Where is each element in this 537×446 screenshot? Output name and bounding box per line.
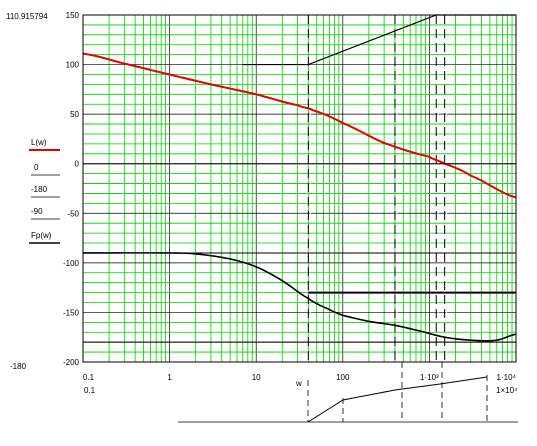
y-tick-label: 100	[66, 61, 80, 70]
x-tick-labels: 0.1 1 10 100 1·10³ 1·10⁴	[83, 373, 517, 382]
y-tick-label: -150	[63, 308, 80, 317]
legend-item-minus180: -180	[31, 185, 48, 194]
y-tick-label: -200	[63, 358, 80, 367]
grid-lines	[82, 15, 516, 362]
series-asymptote-line	[242, 14, 516, 66]
series-group	[82, 14, 517, 343]
y-tick-label: 50	[70, 110, 79, 119]
x-tick-label: 1·10³	[420, 373, 439, 382]
y-range-bottom: -180	[10, 362, 27, 371]
legend-item-fp: Fp(w)	[31, 231, 52, 240]
lower-auxiliary-trace	[178, 362, 518, 423]
x-range-left: 0.1	[84, 386, 96, 395]
x-tick-label: 10	[252, 373, 261, 382]
series-Lw-line	[82, 52, 517, 199]
y-tick-label: 150	[66, 11, 80, 20]
y-tick-label: 0	[75, 160, 80, 169]
y-tick-label: -50	[67, 209, 79, 218]
legend-item-l: L(w)	[31, 138, 47, 147]
x-tick-label: 1	[167, 373, 172, 382]
x-axis-label: w	[295, 379, 302, 388]
legend: L(w) 0 -180 -90 Fp(w)	[29, 138, 60, 244]
plot-frame	[82, 14, 517, 363]
legend-item-zero: 0	[34, 163, 39, 172]
x-tick-label: 1·10⁴	[497, 373, 517, 382]
lower-curve	[307, 376, 488, 423]
x-tick-label: 0.1	[83, 373, 95, 382]
x-tick-label: 100	[336, 373, 350, 382]
vertical-markers	[307, 15, 448, 362]
y-range-top: 110.915794	[6, 12, 48, 21]
y-tick-label: -100	[63, 259, 80, 268]
series-Fpw-line	[82, 252, 517, 342]
y-tick-labels: 150 100 50 0 -50 -100 -150 -200	[63, 11, 80, 367]
x-range-right: 1×10⁴	[496, 386, 518, 395]
legend-item-minus90: -90	[31, 207, 43, 216]
